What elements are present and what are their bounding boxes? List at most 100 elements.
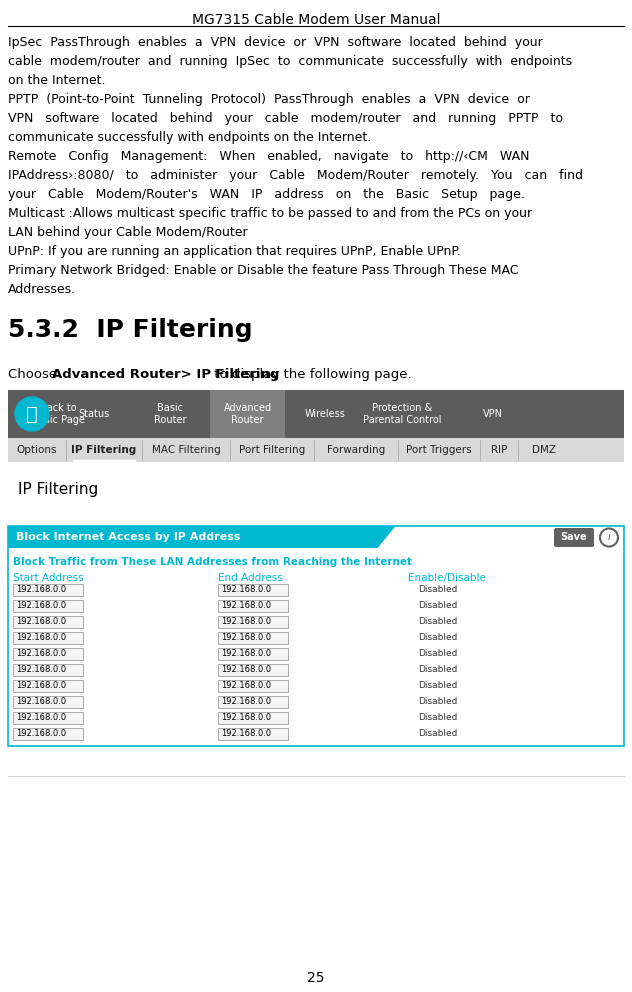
Text: 192.168.0.0: 192.168.0.0 — [16, 617, 66, 627]
Text: IPAddress›:8080/   to   administer   your   Cable   Modem/Router   remotely.   Y: IPAddress›:8080/ to administer your Cabl… — [8, 169, 583, 182]
Bar — [8, 438, 624, 462]
Text: Block Internet Access by IP Address: Block Internet Access by IP Address — [16, 532, 240, 542]
Text: your   Cable   Modem/Router's   WAN   IP   address   on   the   Basic   Setup   : your Cable Modem/Router's WAN IP address… — [8, 188, 525, 201]
Text: 192.168.0.0: 192.168.0.0 — [16, 585, 66, 594]
Text: 192.168.0.0: 192.168.0.0 — [221, 617, 271, 627]
Polygon shape — [8, 526, 396, 548]
Text: Disabled: Disabled — [418, 585, 458, 594]
FancyBboxPatch shape — [13, 600, 83, 612]
FancyBboxPatch shape — [13, 664, 83, 676]
Text: Options: Options — [17, 445, 58, 455]
Text: communicate successfully with endpoints on the Internet.: communicate successfully with endpoints … — [8, 131, 371, 144]
Text: PPTP  (Point-to-Point  Tunneling  Protocol)  PassThrough  enables  a  VPN  devic: PPTP (Point-to-Point Tunneling Protocol)… — [8, 93, 530, 106]
Text: DMZ: DMZ — [532, 445, 556, 455]
Text: 192.168.0.0: 192.168.0.0 — [221, 713, 271, 722]
Text: cable  modem/router  and  running  IpSec  to  communicate  successfully  with  e: cable modem/router and running IpSec to … — [8, 55, 572, 68]
Text: MG7315 Cable Modem User Manual: MG7315 Cable Modem User Manual — [191, 13, 441, 27]
FancyBboxPatch shape — [13, 696, 83, 708]
Text: 5.3.2  IP Filtering: 5.3.2 IP Filtering — [8, 318, 253, 342]
Text: Port Filtering: Port Filtering — [239, 445, 305, 455]
Text: 192.168.0.0: 192.168.0.0 — [16, 682, 66, 690]
Text: Enable/Disable: Enable/Disable — [408, 573, 486, 583]
Text: 192.168.0.0: 192.168.0.0 — [16, 713, 66, 722]
FancyBboxPatch shape — [218, 696, 288, 708]
Text: 192.168.0.0: 192.168.0.0 — [221, 697, 271, 706]
Text: Port Triggers: Port Triggers — [406, 445, 472, 455]
Text: 192.168.0.0: 192.168.0.0 — [16, 729, 66, 738]
Text: 192.168.0.0: 192.168.0.0 — [221, 601, 271, 610]
Text: Disabled: Disabled — [418, 650, 458, 659]
Bar — [8, 526, 624, 746]
Text: LAN behind your Cable Modem/Router: LAN behind your Cable Modem/Router — [8, 226, 248, 239]
FancyBboxPatch shape — [218, 680, 288, 692]
Text: Choose: Choose — [8, 368, 61, 381]
Bar — [8, 390, 624, 438]
Text: Disabled: Disabled — [418, 729, 458, 738]
Text: VPN   software   located   behind   your   cable   modem/router   and   running : VPN software located behind your cable m… — [8, 112, 563, 125]
FancyBboxPatch shape — [218, 648, 288, 660]
FancyBboxPatch shape — [13, 712, 83, 724]
FancyBboxPatch shape — [218, 712, 288, 724]
Text: Wireless: Wireless — [305, 409, 346, 419]
Text: 192.168.0.0: 192.168.0.0 — [16, 697, 66, 706]
Text: 192.168.0.0: 192.168.0.0 — [16, 601, 66, 610]
FancyBboxPatch shape — [218, 632, 288, 644]
FancyBboxPatch shape — [13, 648, 83, 660]
Text: VPN: VPN — [482, 409, 502, 419]
Text: IP Filtering: IP Filtering — [18, 482, 98, 497]
Text: 25: 25 — [307, 971, 325, 985]
Text: Back to
Basic Page: Back to Basic Page — [32, 403, 85, 426]
Text: on the Internet.: on the Internet. — [8, 74, 106, 87]
Text: 192.168.0.0: 192.168.0.0 — [16, 666, 66, 675]
FancyBboxPatch shape — [13, 584, 83, 596]
Text: MAC Filtering: MAC Filtering — [152, 445, 221, 455]
Text: ⓜ: ⓜ — [26, 405, 38, 424]
Text: Disabled: Disabled — [418, 601, 458, 610]
Text: 192.168.0.0: 192.168.0.0 — [16, 650, 66, 659]
Text: UPnP: If you are running an application that requires UPnP, Enable UPnP.: UPnP: If you are running an application … — [8, 245, 461, 258]
Circle shape — [15, 397, 49, 431]
Text: Advanced
Router: Advanced Router — [224, 403, 272, 426]
Text: Multicast :Allows multicast specific traffic to be passed to and from the PCs on: Multicast :Allows multicast specific tra… — [8, 207, 532, 220]
Bar — [210, 390, 285, 438]
FancyBboxPatch shape — [554, 528, 594, 547]
Text: Disabled: Disabled — [418, 713, 458, 722]
Text: to display the following page.: to display the following page. — [210, 368, 411, 381]
FancyBboxPatch shape — [218, 728, 288, 740]
Text: Save: Save — [561, 533, 587, 543]
Text: 192.168.0.0: 192.168.0.0 — [221, 729, 271, 738]
Text: Disabled: Disabled — [418, 697, 458, 706]
Text: Forwarding: Forwarding — [327, 445, 385, 455]
Text: Protection &
Parental Control: Protection & Parental Control — [363, 403, 442, 426]
Text: Disabled: Disabled — [418, 682, 458, 690]
Text: 192.168.0.0: 192.168.0.0 — [221, 634, 271, 643]
Text: Primary Network Bridged: Enable or Disable the feature Pass Through These MAC: Primary Network Bridged: Enable or Disab… — [8, 264, 518, 277]
FancyBboxPatch shape — [218, 584, 288, 596]
FancyBboxPatch shape — [13, 680, 83, 692]
Text: Remote   Config   Management:   When   enabled,   navigate   to   http://‹CM   W: Remote Config Management: When enabled, … — [8, 150, 530, 163]
Text: IP Filtering: IP Filtering — [71, 445, 137, 455]
Text: 192.168.0.0: 192.168.0.0 — [221, 666, 271, 675]
Text: Disabled: Disabled — [418, 634, 458, 643]
Text: Status: Status — [78, 409, 109, 419]
Text: i: i — [607, 533, 611, 543]
Text: Advanced Router> IP Filtering: Advanced Router> IP Filtering — [52, 368, 279, 381]
FancyBboxPatch shape — [13, 632, 83, 644]
FancyBboxPatch shape — [218, 616, 288, 628]
Text: Disabled: Disabled — [418, 666, 458, 675]
FancyBboxPatch shape — [218, 664, 288, 676]
Text: End Address: End Address — [218, 573, 283, 583]
Text: Block Traffic from These LAN Addresses from Reaching the Internet: Block Traffic from These LAN Addresses f… — [13, 557, 412, 567]
Circle shape — [600, 529, 618, 547]
Text: Start Address: Start Address — [13, 573, 83, 583]
FancyBboxPatch shape — [13, 616, 83, 628]
Text: RIP: RIP — [491, 445, 507, 455]
Text: Disabled: Disabled — [418, 617, 458, 627]
Text: Basic
Router: Basic Router — [154, 403, 186, 426]
Text: IpSec  PassThrough  enables  a  VPN  device  or  VPN  software  located  behind : IpSec PassThrough enables a VPN device o… — [8, 36, 543, 49]
Text: 192.168.0.0: 192.168.0.0 — [221, 682, 271, 690]
Text: Addresses.: Addresses. — [8, 283, 76, 296]
Text: 192.168.0.0: 192.168.0.0 — [16, 634, 66, 643]
FancyBboxPatch shape — [218, 600, 288, 612]
FancyBboxPatch shape — [13, 728, 83, 740]
